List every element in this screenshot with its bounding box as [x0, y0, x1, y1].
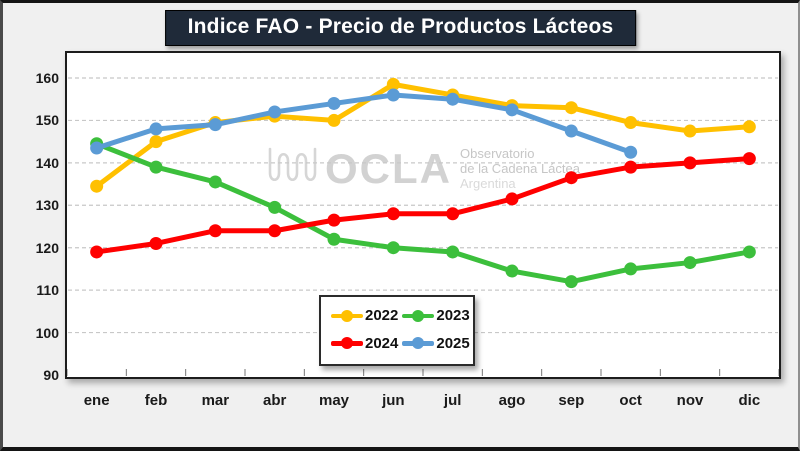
legend-label-2025: 2025 [436, 334, 470, 352]
x-axis-label: abr [262, 392, 287, 409]
legend-item-2022: 2022 [331, 307, 398, 324]
plot-area: OCLA Observatorio de la Cadena Láctea Ar… [65, 51, 781, 379]
legend-marker-2024-icon [331, 337, 363, 350]
y-axis-label: 150 [35, 112, 59, 129]
legend-label-2024: 2024 [365, 334, 399, 352]
legend-marker-2023-icon [402, 309, 435, 322]
ocla-brand-text: OCLA [325, 144, 452, 192]
y-axis-label: 100 [35, 324, 59, 341]
x-axis-label: feb [144, 392, 168, 409]
ocla-wave-icon [267, 143, 319, 194]
x-axis-label: jul [443, 392, 462, 409]
ocla-subtitle: Observatorio de la Cadena Láctea Argenti… [460, 146, 580, 192]
x-axis-label: ene [83, 392, 110, 409]
x-axis-label: may [318, 392, 350, 409]
ocla-subtitle-line2: de la Cadena Láctea [460, 160, 580, 176]
x-axis-label: nov [676, 392, 704, 409]
ocla-subtitle-line3: Argentina [460, 176, 516, 192]
x-axis-label: mar [201, 392, 230, 409]
y-axis-label: 110 [36, 282, 59, 299]
x-axis-label: jun [382, 392, 405, 409]
ocla-subtitle-line1: Observatorio [460, 145, 535, 161]
legend-label-2022: 2022 [365, 307, 399, 325]
legend-marker-2025-icon [402, 337, 435, 350]
chart-title: Indice FAO - Precio de Productos Lácteos [164, 10, 637, 46]
y-axis-label: 130 [35, 197, 59, 214]
legend-label-2023: 2023 [436, 307, 470, 325]
legend: 2022 2023 2024 2025 [319, 295, 475, 366]
legend-item-2025: 2025 [402, 334, 470, 352]
ocla-watermark: OCLA Observatorio de la Cadena Láctea Ar… [267, 143, 580, 194]
y-axis-label: 160 [35, 70, 59, 86]
y-axis-label: 120 [35, 239, 59, 256]
x-axis-label: oct [619, 392, 642, 409]
y-axis-label: 140 [35, 154, 59, 171]
x-axis-label: sep [558, 392, 585, 409]
y-axis-label: 90 [43, 367, 59, 383]
legend-item-2024: 2024 [331, 335, 398, 352]
x-axis-label: ago [498, 392, 526, 409]
line-chart [67, 77, 779, 376]
legend-marker-2022-icon [331, 309, 363, 322]
x-axis-label: dic [738, 392, 761, 409]
legend-item-2023: 2023 [402, 307, 470, 325]
